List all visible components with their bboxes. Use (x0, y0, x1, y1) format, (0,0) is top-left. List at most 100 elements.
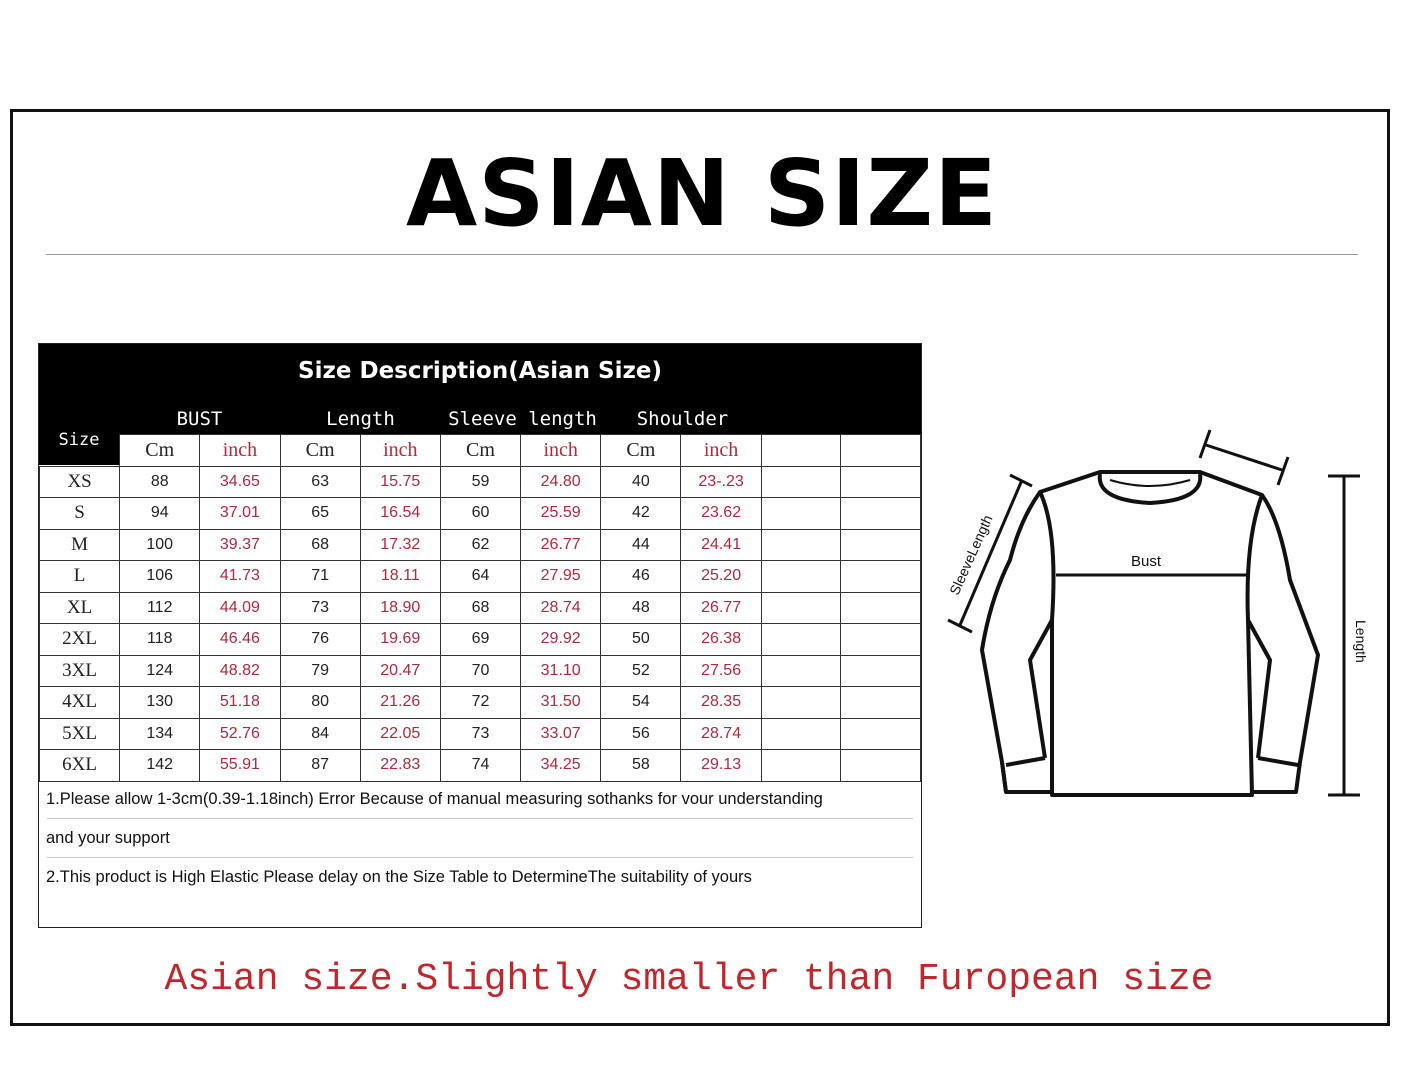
value-cell: 74 (439, 749, 522, 782)
empty-cell (760, 686, 842, 719)
sweater-diagram: Bust SleeveLength Length (946, 429, 1369, 797)
value-cell: 134 (119, 717, 201, 750)
value-cell: 142 (119, 749, 201, 782)
value-cell: 33.07 (520, 717, 602, 750)
empty-cell (760, 591, 842, 624)
table-row: XS 88 34.65 63 15.75 59 24.80 40 23-.23 (38, 465, 921, 498)
value-cell: 31.50 (520, 686, 602, 719)
empty-cell (760, 560, 842, 593)
sweater-right-cuff (1257, 756, 1299, 767)
sweater-collar-inner (1109, 479, 1191, 487)
table-row: 2XL 118 46.46 76 19.69 69 29.92 50 26.38 (38, 623, 921, 656)
value-cell: 29.13 (680, 749, 762, 782)
value-cell: 79 (279, 654, 361, 687)
size-cell: 2XL (38, 623, 121, 656)
value-cell: 27.56 (680, 654, 762, 687)
value-cell: 69 (439, 623, 522, 656)
note-1-continued: and your support (46, 829, 170, 847)
value-cell: 112 (119, 591, 201, 624)
unit-header: inch (520, 434, 602, 467)
unit-header: inch (680, 434, 762, 467)
value-cell: 39.37 (199, 528, 281, 561)
value-cell: 42 (600, 497, 682, 530)
chart-frame (10, 109, 1390, 1026)
value-cell: 52 (600, 654, 682, 687)
note-divider (47, 857, 913, 858)
value-cell: 15.75 (359, 465, 441, 498)
sweater-right-armhole (1245, 494, 1264, 796)
sweater-left-cuff (1000, 756, 1046, 793)
value-cell: 18.11 (359, 560, 441, 593)
value-cell: 16.54 (359, 497, 441, 530)
empty-cell (760, 465, 842, 498)
table-row: M 100 39.37 68 17.32 62 26.77 44 24.41 (38, 528, 921, 561)
value-cell: 70 (439, 654, 522, 687)
value-cell: 72 (439, 686, 522, 719)
value-cell: 64 (439, 560, 522, 593)
unit-header: inch (359, 434, 441, 467)
group-bust: BUST (176, 408, 223, 430)
value-cell: 76 (279, 623, 361, 656)
size-cell: XL (38, 591, 121, 624)
footer-note: Asian size.Slightly smaller than Furopea… (164, 958, 1214, 1001)
empty-cell (760, 434, 842, 467)
empty-cell (760, 528, 842, 561)
value-cell: 62 (439, 528, 522, 561)
empty-cell (840, 749, 921, 782)
empty-cell (760, 717, 842, 750)
sweater-left-armhole (1038, 491, 1056, 795)
value-cell: 31.10 (520, 654, 602, 687)
table-row: S 94 37.01 65 16.54 60 25.59 42 23.62 (38, 497, 921, 530)
value-cell: 63 (279, 465, 361, 498)
value-cell: 44.09 (199, 591, 281, 624)
sweater-right-inner-arm (1246, 619, 1272, 759)
empty-cell (840, 434, 921, 467)
value-cell: 58 (600, 749, 682, 782)
empty-cell (760, 749, 842, 782)
bust-label: Bust (1131, 553, 1162, 570)
value-cell: 73 (279, 591, 361, 624)
value-cell: 26.77 (520, 528, 602, 561)
value-cell: 48.82 (199, 654, 281, 687)
value-cell: 56 (600, 717, 682, 750)
value-cell: 46 (600, 560, 682, 593)
value-cell: 40 (600, 465, 682, 498)
value-cell: 87 (279, 749, 361, 782)
notes: 1.Please allow 1-3cm(0.39-1.18inch) Erro… (39, 780, 921, 896)
size-cell: S (38, 497, 121, 530)
table-row: 3XL 124 48.82 79 20.47 70 31.10 52 27.56 (38, 654, 921, 687)
value-cell: 20.47 (359, 654, 441, 687)
note-1: 1.Please allow 1-3cm(0.39-1.18inch) Erro… (46, 790, 823, 808)
value-cell: 80 (279, 686, 361, 719)
size-cell: 4XL (38, 686, 121, 719)
value-cell: 124 (119, 654, 201, 687)
table-row: XL 112 44.09 73 18.90 68 28.74 48 26.77 (38, 591, 921, 624)
value-cell: 51.18 (199, 686, 281, 719)
table-row: 5XL 134 52.76 84 22.05 73 33.07 56 28.74 (38, 717, 921, 750)
value-cell: 22.83 (359, 749, 441, 782)
table-row: L 106 41.73 71 18.11 64 27.95 46 25.20 (38, 560, 921, 593)
unit-header: Cm (600, 434, 682, 467)
sweater-left-inner-arm (1028, 619, 1054, 759)
note-divider (47, 818, 913, 819)
value-cell: 24.80 (520, 465, 602, 498)
empty-cell (840, 591, 921, 624)
value-cell: 28.74 (520, 591, 602, 624)
value-cell: 60 (439, 497, 522, 530)
size-chart: Size Description(Asian Size) BUST Length… (38, 343, 922, 928)
value-cell: 17.32 (359, 528, 441, 561)
table-row: 4XL 130 51.18 80 21.26 72 31.50 54 28.35 (38, 686, 921, 719)
value-cell: 48 (600, 591, 682, 624)
size-chart-header: Size Description(Asian Size) BUST Length… (39, 344, 921, 434)
empty-cell (840, 528, 921, 561)
empty-cell (840, 560, 921, 593)
value-cell: 106 (119, 560, 201, 593)
sleeve-measure-line (958, 479, 1024, 626)
size-cell: L (38, 560, 121, 593)
value-cell: 28.74 (680, 717, 762, 750)
size-header-label: Size (58, 430, 100, 450)
value-cell: 23-.23 (680, 465, 762, 498)
value-cell: 46.46 (199, 623, 281, 656)
empty-cell (760, 623, 842, 656)
value-cell: 68 (279, 528, 361, 561)
